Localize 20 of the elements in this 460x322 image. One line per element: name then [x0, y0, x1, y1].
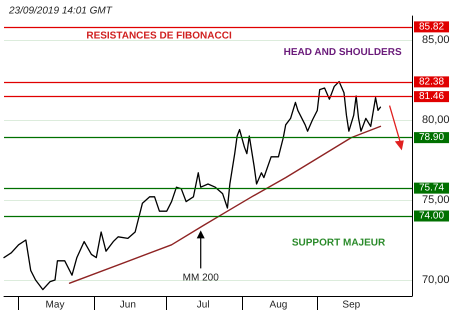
x-tick-label: Sep [342, 300, 361, 310]
y-tick-label: 75,00 [422, 194, 450, 206]
x-tick-label: Jul [196, 300, 210, 310]
y-tick-label: 70,00 [422, 274, 450, 286]
x-tick-label: Aug [270, 300, 288, 310]
x-tick-label: May [46, 300, 64, 310]
annotation: MM 200 [182, 272, 220, 284]
annotation: HEAD AND SHOULDERS [284, 47, 402, 58]
ref-line-label: 81.46 [419, 91, 444, 102]
y-tick-label: 85,00 [422, 34, 450, 46]
annotation: SUPPORT MAJEUR [292, 238, 386, 249]
y-tick-label: 80,00 [422, 114, 450, 126]
x-tick-label: Jun [120, 300, 136, 310]
chart-title: 23/09/2019 14:01 GMT [8, 6, 113, 16]
ref-line-label: 85.82 [419, 21, 444, 32]
annotation: RESISTANCES DE FIBONACCI [86, 30, 232, 42]
ref-line-label: 78.90 [419, 132, 444, 144]
ref-line-label: 75.74 [419, 182, 444, 194]
ref-line-label: 74.00 [419, 210, 444, 222]
ref-line-label: 82.38 [419, 76, 444, 88]
